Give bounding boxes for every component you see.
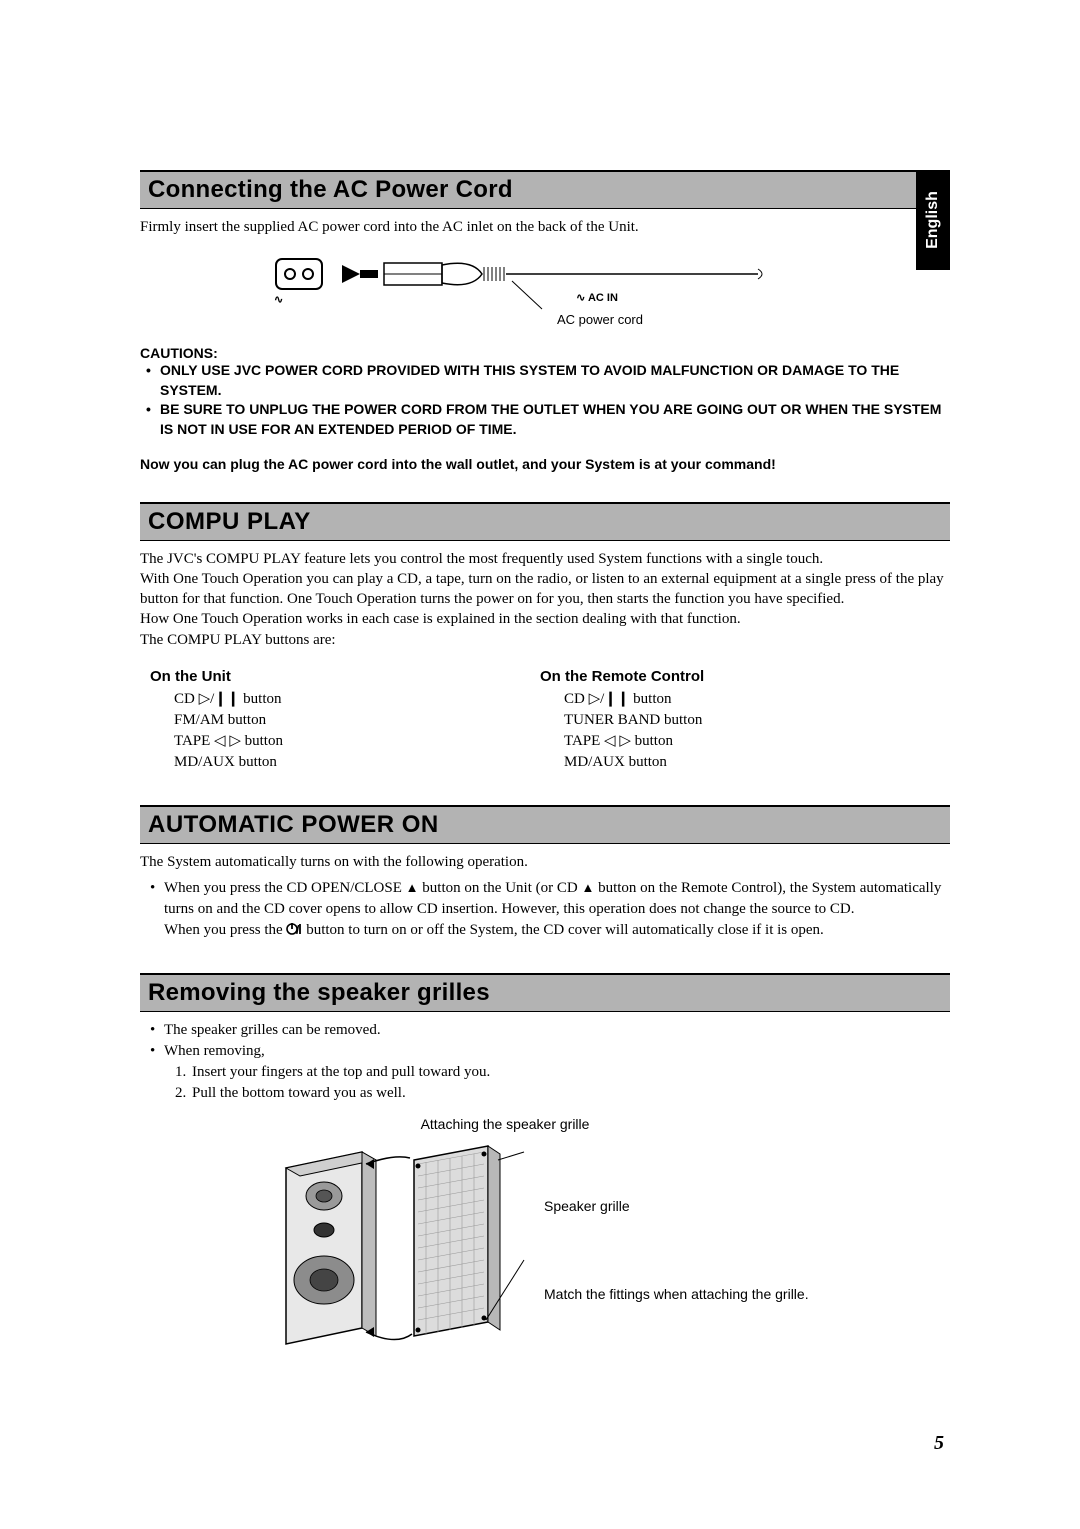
speaker-svg <box>266 1140 526 1360</box>
eject-icon: ▲ <box>581 880 594 895</box>
ac-intro: Firmly insert the supplied AC power cord… <box>140 217 950 237</box>
unit-button-item: MD/AUX button <box>174 752 480 773</box>
section-header-compu: COMPU PLAY <box>140 502 950 541</box>
auto-bullet: When you press the CD OPEN/CLOSE ▲ butto… <box>140 878 950 941</box>
ac-in-text: ∿ AC IN <box>576 292 618 304</box>
grille-list: The speaker grilles can be removed. When… <box>140 1020 950 1104</box>
unit-button-item: TAPE ◁ ▷ button <box>174 731 480 752</box>
remote-button-item: TUNER BAND button <box>564 710 704 731</box>
grille-step: Pull the bottom toward you as well. <box>190 1083 950 1104</box>
ac-cord-svg: ∿ <box>272 251 772 321</box>
caution-item: Be sure to unplug the power cord from th… <box>140 400 950 439</box>
remote-heading: On the Remote Control <box>540 668 704 685</box>
unit-heading: On the Unit <box>150 668 480 685</box>
speaker-figure: Attaching the speaker grille <box>140 1116 950 1360</box>
section-header-grilles: Removing the speaker grilles <box>140 973 950 1012</box>
section-header-auto: AUTOMATIC POWER ON <box>140 805 950 844</box>
compu-columns: On the Unit CD ▷/❙❙ button FM/AM button … <box>150 668 950 773</box>
language-tab: English <box>916 170 950 270</box>
remote-button-item: CD ▷/❙❙ button <box>564 689 704 710</box>
remote-button-item: TAPE ◁ ▷ button <box>564 731 704 752</box>
grille-bullet: When removing, Insert your fingers at th… <box>140 1041 950 1104</box>
svg-text:∿: ∿ <box>274 294 283 306</box>
power-icon: / <box>286 922 302 936</box>
speaker-grille-label: Speaker grille <box>544 1198 824 1214</box>
ac-ready-text: Now you can plug the AC power cord into … <box>140 456 950 472</box>
auto-list: When you press the CD OPEN/CLOSE ▲ butto… <box>140 878 950 941</box>
ac-cord-figure: ∿ ∿ AC IN AC power cord <box>140 251 950 327</box>
remote-button-item: MD/AUX button <box>564 752 704 773</box>
eject-icon: ▲ <box>406 880 419 895</box>
auto-intro: The System automatically turns on with t… <box>140 852 950 872</box>
cautions-heading: CAUTIONS: <box>140 345 950 361</box>
page-number: 5 <box>934 1432 944 1455</box>
unit-button-item: CD ▷/❙❙ button <box>174 689 480 710</box>
caution-item: Only use JVC power cord provided with th… <box>140 361 950 400</box>
speaker-fit-label: Match the fittings when attaching the gr… <box>544 1286 824 1302</box>
language-label: English <box>924 191 942 249</box>
compu-para: The JVC's COMPU PLAY feature lets you co… <box>140 549 950 650</box>
speaker-attach-caption: Attaching the speaker grille <box>60 1116 950 1132</box>
cautions-list: Only use JVC power cord provided with th… <box>140 361 950 439</box>
grille-bullet: The speaker grilles can be removed. <box>140 1020 950 1041</box>
section-header-ac: Connecting the AC Power Cord <box>140 170 950 209</box>
unit-button-item: FM/AM button <box>174 710 480 731</box>
grille-step: Insert your fingers at the top and pull … <box>190 1062 950 1083</box>
